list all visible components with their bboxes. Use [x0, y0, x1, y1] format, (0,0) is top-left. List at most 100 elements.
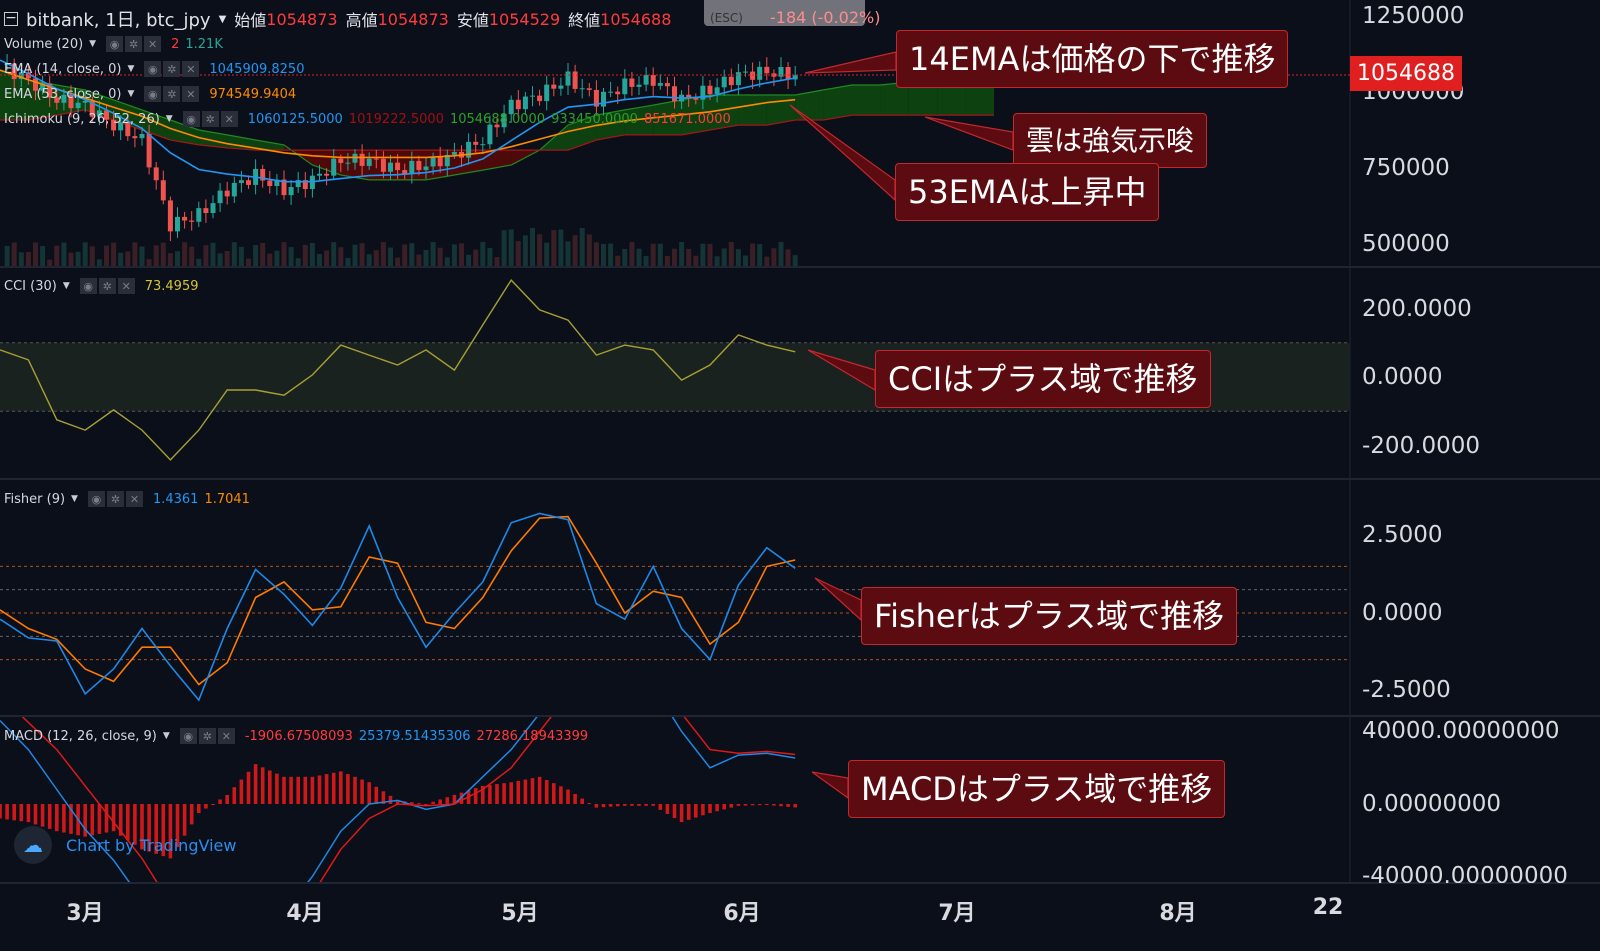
candle-body	[295, 180, 301, 188]
macd-histogram-bar	[615, 804, 620, 807]
chevron-down-icon[interactable]: ▼	[71, 494, 78, 504]
legend-value: -1906.67508093	[244, 728, 353, 744]
macd-histogram-bar	[537, 776, 542, 804]
candle-body	[167, 200, 173, 232]
gear-icon[interactable]: ✲	[98, 278, 116, 294]
cloud-segment	[568, 115, 597, 151]
volume-bar	[75, 251, 81, 266]
chevron-down-icon[interactable]: ▼	[62, 281, 70, 291]
close-icon[interactable]: ✕	[144, 36, 162, 52]
candle-body	[601, 91, 606, 107]
candle-body	[686, 94, 692, 98]
tradingview-watermark[interactable]: ☁ Chart by TradingView	[14, 826, 236, 864]
legend-label[interactable]: EMA (53, close, 0)	[4, 86, 122, 102]
macd-histogram-bar	[225, 794, 229, 804]
volume-bar	[537, 234, 543, 266]
macd-histogram-bar	[410, 802, 414, 804]
collapse-icon[interactable]: −	[4, 10, 18, 26]
legend-label[interactable]: Fisher (9)	[4, 491, 66, 507]
cloud-segment	[795, 89, 824, 120]
chevron-down-icon[interactable]: ▼	[218, 13, 227, 25]
chevron-down-icon[interactable]: ▼	[162, 731, 170, 741]
ema-lines	[0, 59, 796, 183]
volume-bar	[679, 242, 685, 266]
macd-histogram-bar	[282, 776, 286, 804]
close-icon[interactable]: ✕	[182, 86, 200, 102]
volume-bar	[33, 242, 38, 266]
candle-body	[622, 78, 628, 95]
volume-bar	[324, 250, 330, 266]
eye-icon[interactable]: ◉	[182, 111, 200, 127]
volume-bar	[18, 252, 24, 266]
volume-bar	[317, 253, 322, 266]
gear-icon[interactable]: ✲	[106, 491, 124, 507]
macd-histogram-bar	[509, 782, 513, 804]
volume-bar	[231, 242, 237, 266]
eye-icon[interactable]: ◉	[144, 61, 162, 77]
candle-body	[380, 158, 386, 172]
legend-label[interactable]: MACD (12, 26, close, 9)	[4, 728, 157, 744]
legend-value: 73.4959	[144, 278, 199, 294]
eye-icon[interactable]: ◉	[106, 36, 124, 52]
macd-histogram-bar	[644, 804, 648, 806]
volume-bar	[352, 244, 358, 266]
candle-body	[515, 99, 521, 110]
close-icon[interactable]: ✕	[125, 491, 143, 507]
chevron-down-icon[interactable]: ▼	[89, 39, 97, 49]
chevron-down-icon[interactable]: ▼	[127, 89, 135, 99]
macd-histogram-bar	[182, 804, 187, 836]
eye-icon[interactable]: ◉	[79, 278, 97, 294]
tradingview-logo-icon: ☁	[14, 826, 52, 864]
legend-value: 2	[171, 36, 180, 52]
volume-bar	[728, 242, 734, 266]
candle-body	[203, 208, 209, 214]
eye-icon[interactable]: ◉	[179, 728, 197, 744]
legend-value: 851671.0000	[643, 111, 731, 127]
chevron-down-icon[interactable]: ▼	[127, 64, 135, 74]
annotation-cci: CCIはプラス域で推移	[875, 350, 1211, 408]
close-icon[interactable]: ✕	[217, 728, 235, 744]
symbol-title[interactable]: bitbank, 1日, btc_jpy	[26, 10, 211, 31]
chevron-down-icon[interactable]: ▼	[165, 114, 173, 124]
volume-bar	[366, 254, 372, 266]
gear-icon[interactable]: ✲	[163, 86, 181, 102]
macd-histogram-bar	[544, 779, 549, 804]
macd-histogram-bar	[665, 804, 670, 814]
legend-label[interactable]: Volume (20)	[4, 36, 84, 52]
close-icon[interactable]: ✕	[117, 278, 135, 294]
candle-body	[700, 85, 706, 100]
gear-icon[interactable]: ✲	[201, 111, 219, 127]
candle-body	[324, 173, 330, 176]
volume-bar	[572, 235, 578, 266]
volume-bar	[388, 247, 393, 266]
exit-fullscreen-tooltip[interactable]: (ESC)	[704, 0, 865, 26]
gear-icon[interactable]: ✲	[125, 36, 143, 52]
candle-body	[89, 100, 95, 117]
cloud-segment	[852, 85, 881, 116]
candle-body	[274, 179, 280, 187]
legend-value: 1.21K	[185, 36, 223, 52]
macd-histogram-bar	[33, 804, 38, 825]
macd-histogram-bar	[317, 775, 322, 804]
volume-bar	[253, 245, 259, 266]
close-icon[interactable]: ✕	[220, 111, 238, 127]
legend-ema53: EMA (53, close, 0) ▼ ◉ ✲ ✕ 974549.9404	[4, 86, 296, 102]
close-icon[interactable]: ✕	[182, 61, 200, 77]
gear-icon[interactable]: ✲	[198, 728, 216, 744]
eye-icon[interactable]: ◉	[144, 86, 162, 102]
candle-body	[373, 158, 379, 160]
volume-bar	[629, 242, 635, 266]
eye-icon[interactable]: ◉	[87, 491, 105, 507]
macd-histogram-bar	[679, 804, 684, 823]
macd-histogram-bar	[601, 804, 606, 808]
gear-icon[interactable]: ✲	[163, 61, 181, 77]
legend-label[interactable]: CCI (30)	[4, 278, 57, 294]
candle-body	[451, 151, 457, 155]
legend-label[interactable]: Ichimoku (9, 26, 52, 26)	[4, 111, 160, 127]
cci-line	[0, 278, 796, 461]
legend-label[interactable]: EMA (14, close, 0)	[4, 61, 122, 77]
candle-body	[508, 99, 514, 115]
macd-histogram-bar	[367, 782, 371, 804]
volume-bar	[25, 252, 31, 266]
